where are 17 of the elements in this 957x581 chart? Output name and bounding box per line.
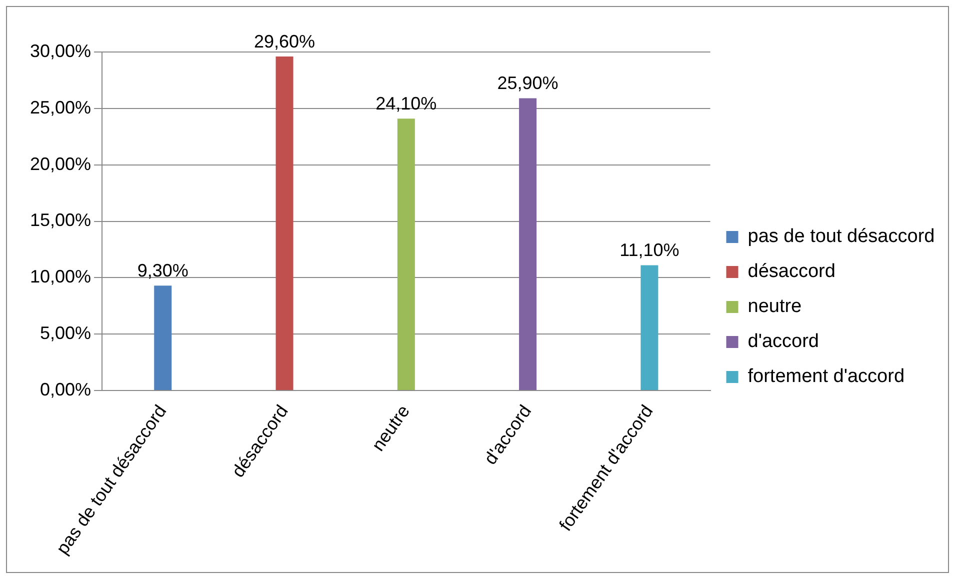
y-tick-label: 30,00% [30,40,92,61]
data-label: 25,90% [497,73,558,94]
y-tick-label: 10,00% [30,266,92,287]
y-tick-label: 5,00% [40,323,92,344]
data-label: 11,10% [620,240,680,260]
legend-label: pas de tout désaccord [748,226,935,248]
y-tick-label: 20,00% [30,154,92,174]
y-tick-label: 0,00% [40,379,92,400]
y-tick-label: 25,00% [30,97,92,118]
data-label: 24,10% [376,94,437,114]
legend-label: d'accord [748,331,819,352]
legend-label: neutre [748,296,802,318]
legend-label: fortement d'accord [748,366,905,388]
data-label: 9,30% [137,260,188,281]
legend-label: désaccord [748,261,836,282]
data-label: 29,60% [254,31,316,52]
y-tick-label: 15,00% [30,210,92,230]
